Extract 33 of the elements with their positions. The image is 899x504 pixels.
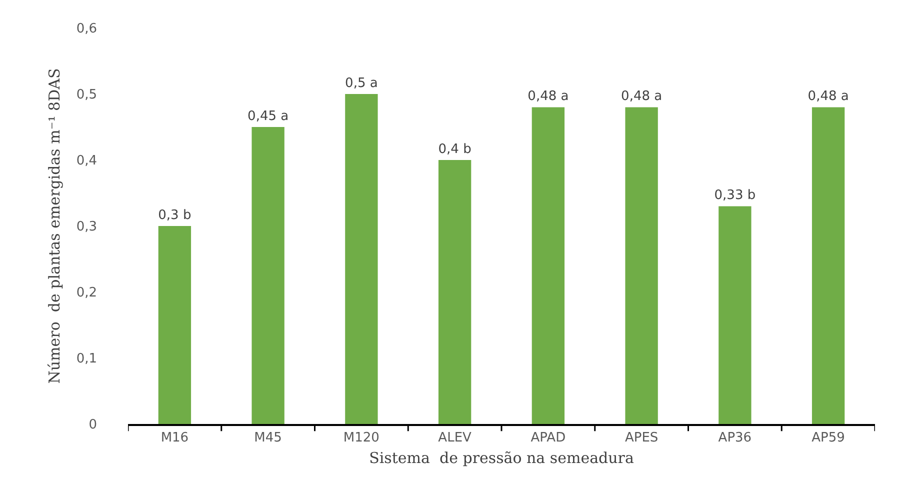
y-tick-label: 0,3 [76,220,97,235]
y-axis-title: Número de plantas emergidas m⁻¹ 8DAS [46,68,64,384]
y-tick-label: 0,5 [76,88,97,103]
bar [252,127,284,424]
bar [438,160,472,424]
x-tick-label: M16 [160,430,189,446]
y-tick-label: 0,1 [76,352,97,367]
y-tick-label: 0,2 [76,286,97,301]
x-tick-label: AP59 [812,430,845,446]
bar [158,226,192,424]
data-label: 0,48 a [621,89,662,104]
bar [345,94,378,424]
data-label: 0,3 b [158,208,192,223]
bar [625,107,658,424]
bar [812,107,845,424]
x-tick-label: AP36 [718,430,752,446]
data-label: 0,4 b [438,142,472,157]
bar [718,206,752,424]
x-tick-label: APAD [530,430,566,446]
x-tick-label: ALEV [438,430,472,446]
data-label: 0,48 a [808,89,849,104]
data-label: 0,45 a [248,109,289,124]
x-tick-label: APES [624,430,658,446]
y-tick-label: 0,6 [76,22,97,37]
data-label: 0,48 a [528,89,569,104]
data-label: 0,33 b [714,188,756,204]
x-tick-label: M45 [254,430,282,446]
y-tick-label: 0,4 [76,154,97,169]
data-label: 0,5 a [345,76,378,91]
x-axis-title: Sistema de pressão na semeadura [369,448,634,467]
x-tick-label: M120 [343,430,380,446]
bar [532,107,565,424]
y-tick-label: 0 [88,418,97,433]
